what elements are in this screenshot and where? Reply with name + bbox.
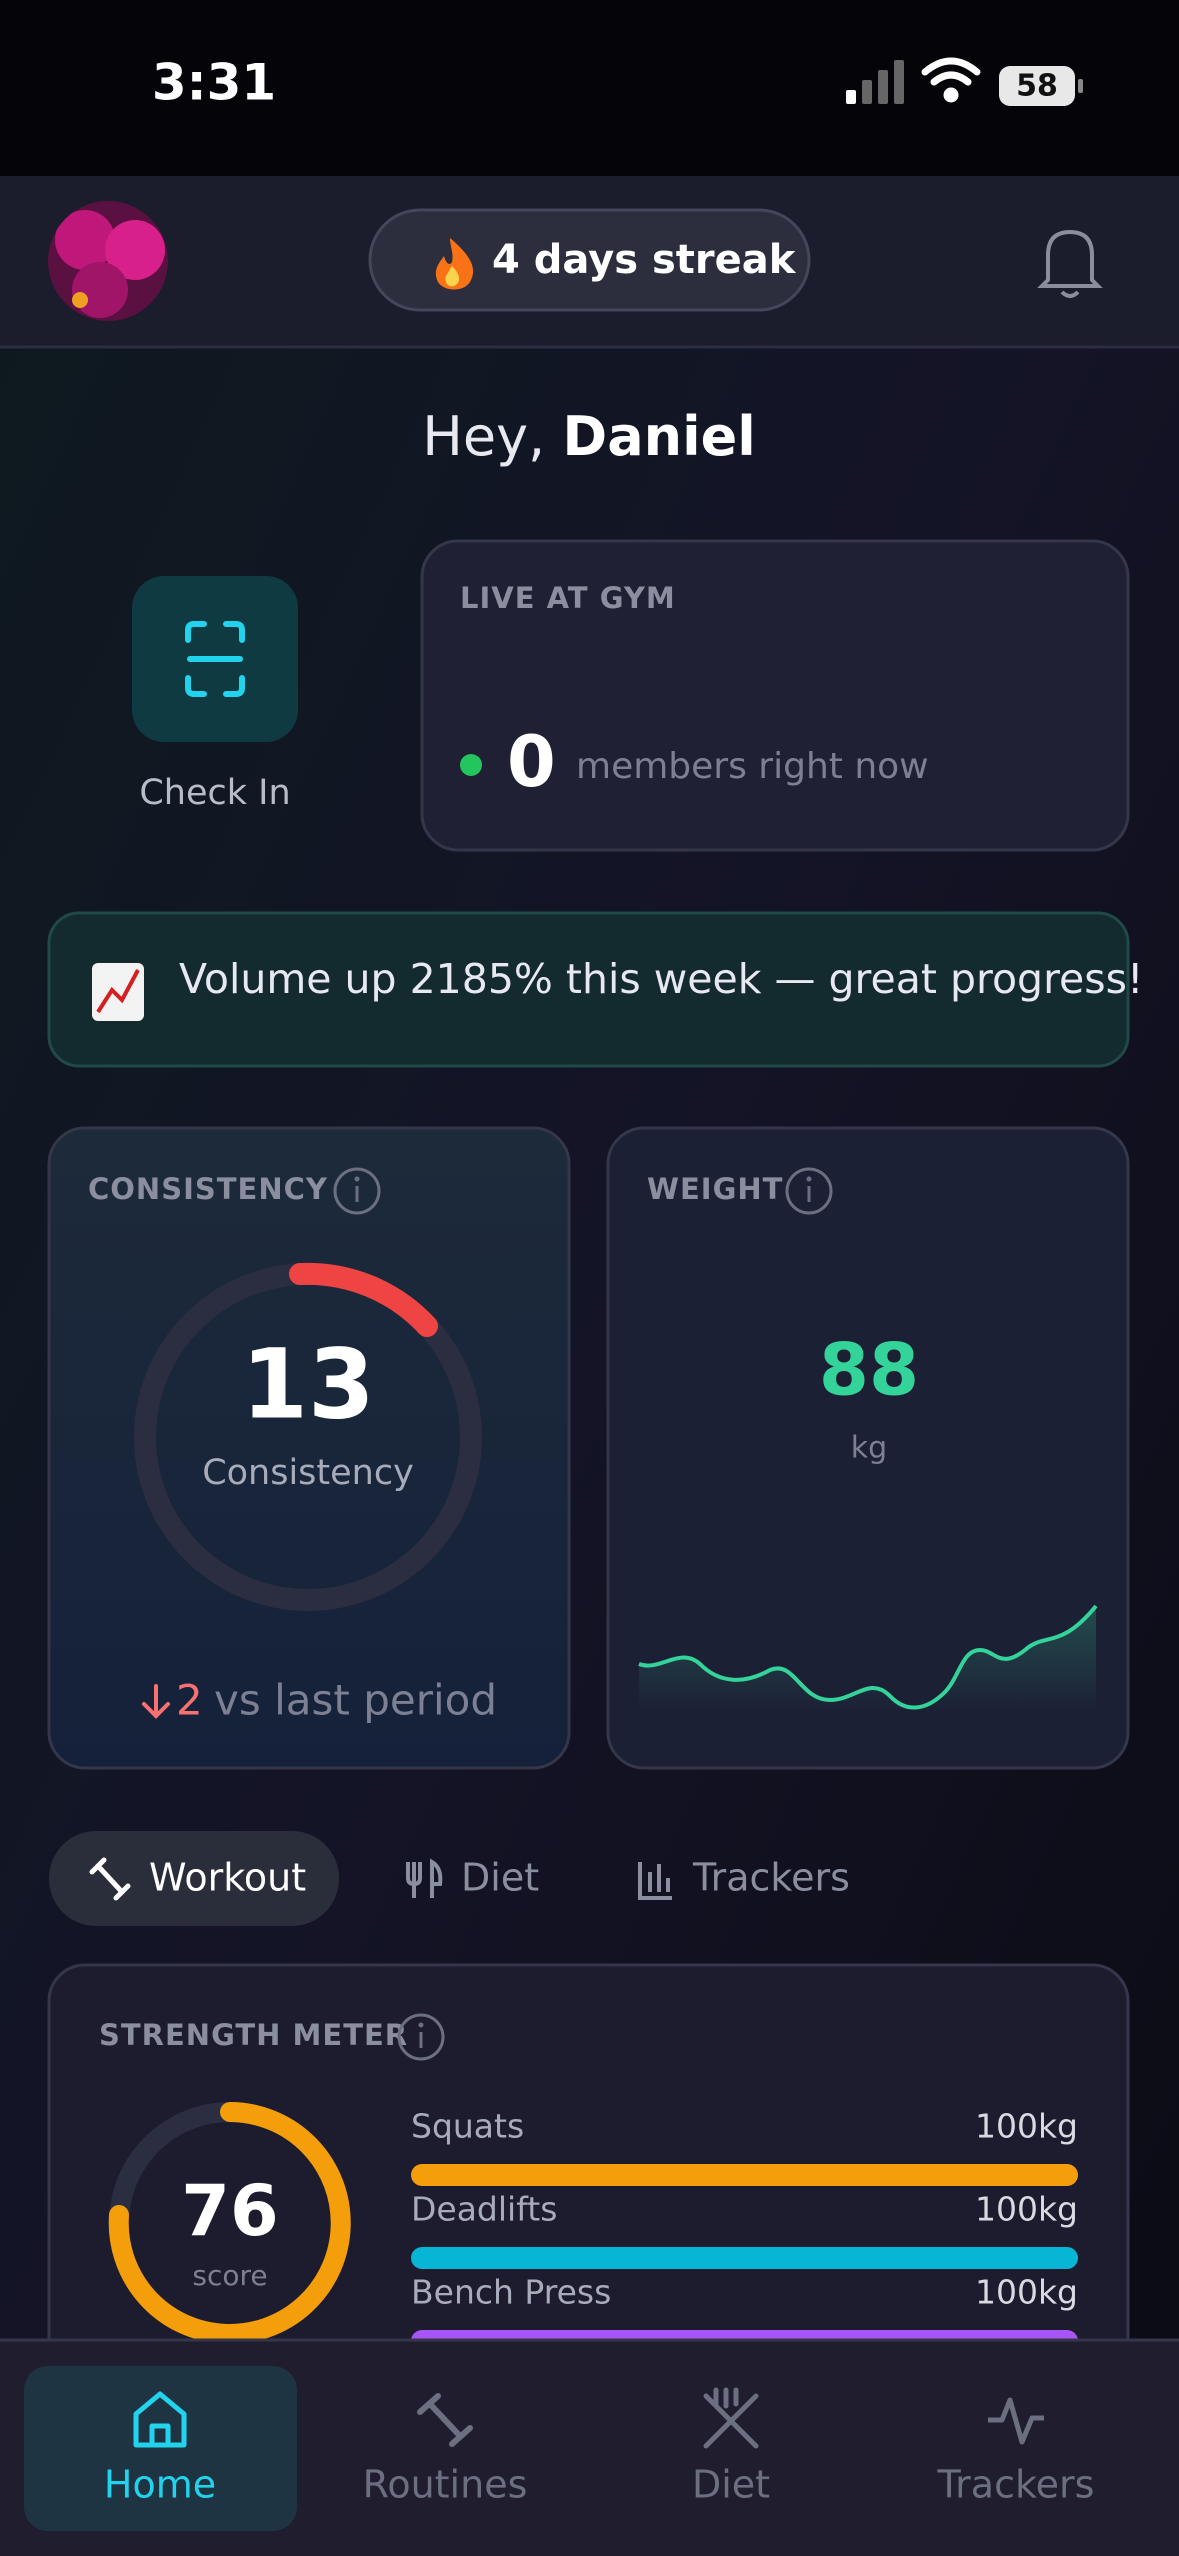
nav-label[interactable]: Diet xyxy=(692,2463,770,2507)
trackers-nav-icon xyxy=(988,2397,1044,2445)
diet-nav-icon xyxy=(703,2387,759,2449)
weight-value: 88 xyxy=(819,1328,919,1412)
workout-icon xyxy=(89,1857,131,1901)
routines-icon xyxy=(417,2393,473,2447)
nav-label[interactable]: Trackers xyxy=(937,2463,1095,2507)
live-count: 0 xyxy=(507,721,556,803)
lift-bar xyxy=(411,2247,1078,2269)
weight-title: WEIGHT xyxy=(647,1172,783,1206)
weight-unit: kg xyxy=(851,1431,887,1466)
greeting-prefix: Hey, xyxy=(422,405,545,468)
greeting: Hey, Daniel xyxy=(422,405,755,468)
home-icon xyxy=(133,2391,187,2448)
check-in-label: Check In xyxy=(139,773,290,813)
nav-active[interactable] xyxy=(24,2366,297,2531)
bell-icon[interactable] xyxy=(1037,229,1103,298)
live-caption: members right now xyxy=(576,746,929,787)
nav-label[interactable]: Routines xyxy=(363,2463,528,2507)
greeting-name: Daniel xyxy=(562,405,755,468)
lift-bar xyxy=(411,2164,1078,2186)
time: 3:31 xyxy=(152,54,276,112)
tab-active[interactable] xyxy=(49,1831,339,1926)
consistency-label: Consistency xyxy=(202,1453,414,1493)
streak-text: 4 days streak xyxy=(492,237,797,283)
chart-emoji-line xyxy=(96,969,140,1014)
strength-score-label: score xyxy=(192,2259,267,2292)
consistency-caption: vs last period xyxy=(214,1676,497,1725)
streak-pill[interactable] xyxy=(368,208,811,312)
strength-arc xyxy=(108,2102,351,2344)
strength-score: 76 xyxy=(181,2170,278,2252)
live-dot xyxy=(460,754,482,776)
consistency-title: CONSISTENCY xyxy=(88,1172,328,1206)
weight-sparkline-area xyxy=(639,1606,1096,1712)
tab-label[interactable]: Workout xyxy=(149,1856,306,1900)
info-icon[interactable] xyxy=(785,1167,833,1215)
battery-level: 58 xyxy=(1016,69,1058,104)
lift-value: 100kg xyxy=(975,2273,1078,2312)
status-bar xyxy=(0,0,1179,176)
weight-card xyxy=(606,1126,1130,1770)
trackers-icon xyxy=(638,1862,672,1900)
consistency-arc xyxy=(289,1262,438,1337)
weight-sparkline xyxy=(638,1604,1098,1710)
nav-label[interactable]: Home xyxy=(104,2463,216,2507)
consistency-change: 2 xyxy=(176,1676,203,1725)
tab-label[interactable]: Trackers xyxy=(692,1856,850,1900)
fire-icon xyxy=(435,238,474,290)
tab-label[interactable]: Diet xyxy=(461,1856,539,1900)
chart-emoji xyxy=(92,963,144,1021)
consistency-card xyxy=(47,1126,571,1770)
signal xyxy=(846,60,904,104)
lift-name: Squats xyxy=(411,2107,524,2146)
strength-title: STRENGTH METER xyxy=(99,2018,408,2052)
avatar[interactable] xyxy=(48,201,168,321)
lift-value: 100kg xyxy=(975,2190,1078,2229)
banner-text: Volume up 2185% this week — great progre… xyxy=(179,955,1143,1003)
live-card xyxy=(420,539,1130,852)
fire-core xyxy=(445,266,460,287)
lift-name: Bench Press xyxy=(411,2273,611,2312)
battery xyxy=(999,66,1075,106)
down-arrow xyxy=(142,1684,170,1719)
live-title: LIVE AT GYM xyxy=(460,581,676,615)
lift-name: Deadlifts xyxy=(411,2190,557,2229)
consistency-value: 13 xyxy=(241,1328,375,1440)
wifi xyxy=(921,57,981,103)
lift-value: 100kg xyxy=(975,2107,1078,2146)
scan-icon xyxy=(185,621,245,697)
battery-tip xyxy=(1078,79,1083,93)
info-icon[interactable] xyxy=(397,2013,445,2061)
nav-labels: Home Routines Diet Trackers xyxy=(104,2463,1095,2507)
progress-banner xyxy=(47,911,1130,1068)
info-icon[interactable] xyxy=(333,1167,381,1215)
diet-icon xyxy=(406,1858,443,1898)
